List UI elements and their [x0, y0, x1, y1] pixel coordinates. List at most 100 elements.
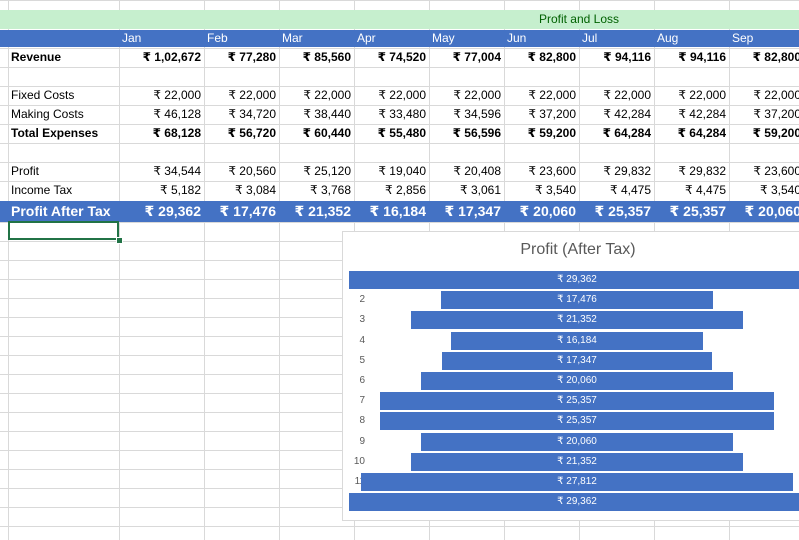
revenue-cell[interactable]: ₹ 77,280: [227, 50, 276, 64]
revenue-cell[interactable]: ₹ 82,800: [752, 50, 799, 64]
income-tax-cell[interactable]: ₹ 4,475: [610, 183, 651, 197]
making-costs-cell[interactable]: ₹ 46,128: [153, 107, 201, 121]
chart-bar[interactable]: ₹ 21,352: [411, 311, 743, 330]
fixed-costs-cell[interactable]: ₹ 22,000: [753, 88, 799, 102]
fixed-costs-cell[interactable]: ₹ 22,000: [678, 88, 726, 102]
fill-handle[interactable]: [116, 237, 123, 244]
revenue-cell[interactable]: ₹ 82,800: [527, 50, 576, 64]
profit-after-tax-cell[interactable]: ₹ 16,184: [369, 203, 426, 219]
revenue-label[interactable]: Revenue: [11, 50, 62, 64]
income-tax-cell[interactable]: ₹ 4,475: [685, 183, 726, 197]
making-costs-cell[interactable]: ₹ 34,596: [453, 107, 501, 121]
chart-bar[interactable]: ₹ 29,362: [349, 493, 799, 512]
making-costs-cell[interactable]: ₹ 34,720: [228, 107, 276, 121]
income-tax-cell[interactable]: ₹ 3,061: [460, 183, 501, 197]
total-expenses-cell[interactable]: ₹ 64,284: [602, 126, 651, 140]
month-header-aug[interactable]: Aug: [657, 31, 679, 45]
profit-after-tax-cell[interactable]: ₹ 17,347: [444, 203, 501, 219]
chart-bar[interactable]: ₹ 21,352: [411, 452, 743, 471]
profit-label[interactable]: Profit: [11, 164, 40, 178]
making-costs-cell[interactable]: ₹ 38,440: [303, 107, 351, 121]
chart-bar[interactable]: ₹ 17,476: [441, 291, 713, 310]
income-tax-label[interactable]: Income Tax: [11, 183, 73, 197]
income-tax-cell[interactable]: ₹ 3,540: [535, 183, 576, 197]
total-expenses-cell[interactable]: ₹ 68,128: [152, 126, 201, 140]
income-tax-cell[interactable]: ₹ 3,768: [310, 183, 351, 197]
sheet-title[interactable]: Profit and Loss: [538, 12, 620, 26]
month-header-apr[interactable]: Apr: [357, 31, 376, 45]
chart-bar[interactable]: ₹ 25,357: [380, 412, 774, 431]
profit-cell[interactable]: ₹ 20,560: [228, 164, 276, 178]
income-tax-cell[interactable]: ₹ 3,540: [760, 183, 799, 197]
profit-cell[interactable]: ₹ 23,600: [753, 164, 799, 178]
making-costs-label[interactable]: Making Costs: [11, 107, 84, 121]
fixed-costs-label[interactable]: Fixed Costs: [11, 88, 75, 102]
total-expenses-cell[interactable]: ₹ 55,480: [377, 126, 426, 140]
making-costs-cell[interactable]: ₹ 33,480: [378, 107, 426, 121]
profit-cell[interactable]: ₹ 19,040: [378, 164, 426, 178]
chart-category-label: 10: [353, 455, 365, 467]
income-tax-cell[interactable]: ₹ 5,182: [160, 183, 201, 197]
profit-after-tax-cell[interactable]: ₹ 20,060: [519, 203, 576, 219]
month-header-feb[interactable]: Feb: [207, 31, 228, 45]
month-header-jun[interactable]: Jun: [507, 31, 527, 45]
profit-after-tax-cell[interactable]: ₹ 21,352: [294, 203, 351, 219]
month-header-may[interactable]: May: [432, 31, 455, 45]
profit-cell[interactable]: ₹ 20,408: [453, 164, 501, 178]
chart-bar[interactable]: ₹ 17,347: [442, 351, 712, 370]
chart-category-label: 9: [359, 435, 365, 447]
revenue-cell[interactable]: ₹ 94,116: [678, 50, 726, 64]
chart-category-label: 4: [359, 334, 365, 346]
fixed-costs-cell[interactable]: ₹ 22,000: [603, 88, 651, 102]
making-costs-cell[interactable]: ₹ 37,200: [753, 107, 799, 121]
profit-after-tax-cell[interactable]: ₹ 29,362: [144, 203, 201, 219]
profit-cell[interactable]: ₹ 34,544: [153, 164, 201, 178]
chart-bar[interactable]: ₹ 25,357: [380, 392, 774, 411]
profit-after-tax-cell[interactable]: ₹ 25,357: [594, 203, 651, 219]
fixed-costs-cell[interactable]: ₹ 22,000: [528, 88, 576, 102]
chart-category-label: 3: [359, 314, 365, 326]
month-header-sep[interactable]: Sep: [732, 31, 754, 45]
income-tax-cell[interactable]: ₹ 2,856: [385, 183, 426, 197]
revenue-cell[interactable]: ₹ 1,02,672: [142, 50, 201, 64]
profit-cell[interactable]: ₹ 23,600: [528, 164, 576, 178]
total-expenses-cell[interactable]: ₹ 64,284: [677, 126, 726, 140]
making-costs-cell[interactable]: ₹ 37,200: [528, 107, 576, 121]
chart-bar[interactable]: ₹ 16,184: [451, 331, 703, 350]
chart-bar[interactable]: ₹ 29,362: [349, 271, 799, 289]
making-costs-cell[interactable]: ₹ 42,284: [603, 107, 651, 121]
chart-bar[interactable]: ₹ 27,812: [361, 473, 793, 491]
total-expenses-cell[interactable]: ₹ 56,720: [227, 126, 276, 140]
total-expenses-cell[interactable]: ₹ 59,200: [527, 126, 576, 140]
income-tax-cell[interactable]: ₹ 3,084: [235, 183, 276, 197]
profit-after-tax-label[interactable]: Profit After Tax: [11, 203, 111, 219]
profit-cell[interactable]: ₹ 29,832: [603, 164, 651, 178]
fixed-costs-cell[interactable]: ₹ 22,000: [453, 88, 501, 102]
revenue-cell[interactable]: ₹ 74,520: [377, 50, 426, 64]
revenue-cell[interactable]: ₹ 94,116: [603, 50, 651, 64]
fixed-costs-cell[interactable]: ₹ 22,000: [378, 88, 426, 102]
total-expenses-label[interactable]: Total Expenses: [11, 126, 99, 140]
chart-bar[interactable]: ₹ 20,060: [421, 372, 733, 390]
total-expenses-cell[interactable]: ₹ 56,596: [452, 126, 501, 140]
month-header-mar[interactable]: Mar: [282, 31, 303, 45]
fixed-costs-cell[interactable]: ₹ 22,000: [153, 88, 201, 102]
selected-cell[interactable]: [8, 221, 119, 240]
profit-cell[interactable]: ₹ 29,832: [678, 164, 726, 178]
month-header-jul[interactable]: Jul: [582, 31, 598, 45]
profit-cell[interactable]: ₹ 25,120: [303, 164, 351, 178]
fixed-costs-cell[interactable]: ₹ 22,000: [228, 88, 276, 102]
chart-bar[interactable]: ₹ 20,060: [421, 432, 733, 451]
month-header-jan[interactable]: Jan: [122, 31, 142, 45]
revenue-cell[interactable]: ₹ 85,560: [302, 50, 351, 64]
making-costs-cell[interactable]: ₹ 42,284: [678, 107, 726, 121]
profit-after-tax-cell[interactable]: ₹ 25,357: [669, 203, 726, 219]
revenue-cell[interactable]: ₹ 77,004: [452, 50, 501, 64]
total-expenses-cell[interactable]: ₹ 60,440: [302, 126, 351, 140]
total-expenses-cell[interactable]: ₹ 59,200: [752, 126, 799, 140]
profit-after-tax-cell[interactable]: ₹ 17,476: [219, 203, 276, 219]
fixed-costs-cell[interactable]: ₹ 22,000: [303, 88, 351, 102]
profit-after-tax-cell[interactable]: ₹ 20,060: [744, 203, 799, 219]
